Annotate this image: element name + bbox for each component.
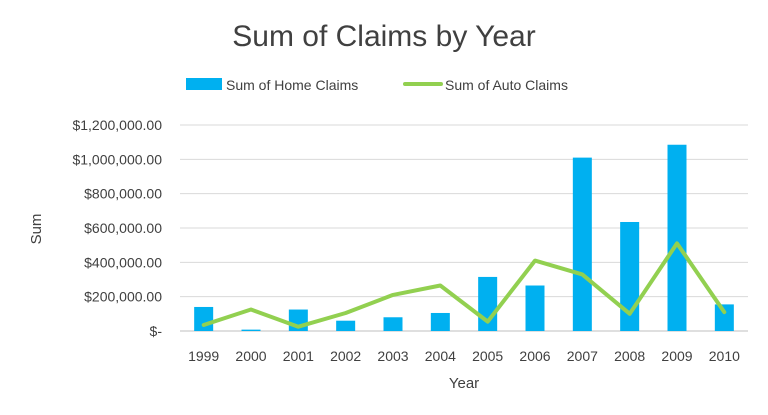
y-axis-ticks: $- $200,000.00 $400,000.00 $600,000.00 $800,… xyxy=(72,117,162,339)
home-claims-bar-2007 xyxy=(572,157,592,331)
legend-label-home-claims: Sum of Home Claims xyxy=(226,77,358,93)
home-claims-bar-2010 xyxy=(714,304,734,331)
home-claims-bar-2004 xyxy=(430,312,450,331)
home-claims-bar-1999 xyxy=(194,306,214,331)
y-axis-title: Sum xyxy=(28,214,45,245)
legend: Sum of Home Claims Sum of Auto Claims xyxy=(186,77,568,93)
legend-swatch-home-claims xyxy=(186,78,222,90)
x-tick-label-2004: 2004 xyxy=(425,348,456,364)
x-tick-label-2003: 2003 xyxy=(377,348,408,364)
y-tick-label: $1,000,000.00 xyxy=(72,151,162,167)
x-tick-label-2008: 2008 xyxy=(614,348,645,364)
home-claims-bar-2009 xyxy=(667,144,687,331)
y-tick-label: $1,200,000.00 xyxy=(72,117,162,133)
x-tick-label-2009: 2009 xyxy=(661,348,692,364)
home-claims-bar-2006 xyxy=(525,285,545,331)
y-tick-label: $400,000.00 xyxy=(84,254,162,270)
home-claims-bar-2000 xyxy=(241,329,261,331)
x-tick-label-2005: 2005 xyxy=(472,348,503,364)
y-tick-label: $600,000.00 xyxy=(84,220,162,236)
x-tick-label-1999: 1999 xyxy=(188,348,219,364)
x-tick-label-2006: 2006 xyxy=(519,348,550,364)
home-claims-bar-2002 xyxy=(336,320,356,331)
chart-title: Sum of Claims by Year xyxy=(232,20,535,53)
x-tick-label-2000: 2000 xyxy=(235,348,266,364)
x-tick-label-2002: 2002 xyxy=(330,348,361,364)
x-axis-title: Year xyxy=(449,375,479,392)
home-claims-bar-2003 xyxy=(383,317,403,331)
x-tick-label-2010: 2010 xyxy=(709,348,740,364)
x-tick-label-2007: 2007 xyxy=(567,348,598,364)
auto-claims-line xyxy=(201,241,727,329)
x-tick-label-2001: 2001 xyxy=(283,348,314,364)
gridlines xyxy=(180,124,748,332)
auto-claims-line-series xyxy=(201,241,727,329)
y-tick-label: $200,000.00 xyxy=(84,289,162,305)
x-axis-ticks: 1999 2000 2001 2002 2003 2004 2005 2006 2007 2008… xyxy=(188,348,740,364)
legend-label-auto-claims: Sum of Auto Claims xyxy=(445,77,568,93)
y-tick-label: $800,000.00 xyxy=(84,186,162,202)
y-tick-label: $- xyxy=(150,323,163,339)
